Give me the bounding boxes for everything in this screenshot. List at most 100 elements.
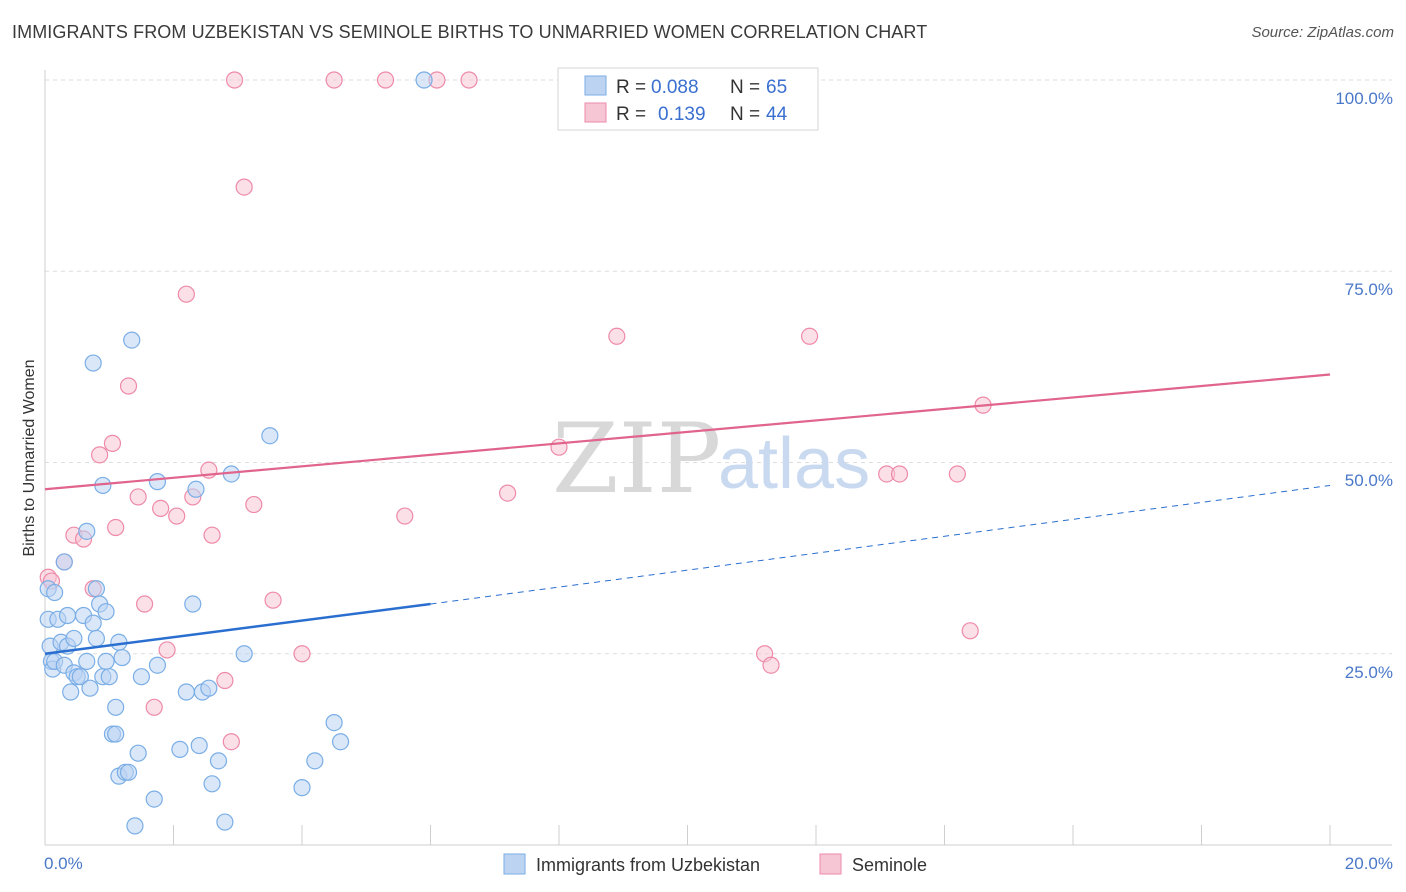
uzbekistan-point [87, 629, 106, 648]
bottom-legend-label-uzbekistan: Immigrants from Uzbekistan [536, 855, 760, 875]
legend-swatch-uzbekistan [584, 75, 607, 96]
legend-r-label-seminole: R = [616, 104, 646, 125]
seminole-point [152, 499, 170, 517]
seminole-point [177, 285, 195, 303]
x-tick-label-0: 0.0% [44, 854, 83, 873]
uzbekistan-point [78, 522, 96, 540]
uzbekistan-point [209, 752, 228, 770]
uzbekistan-point [203, 775, 221, 793]
bottom-legend-label-seminole: Seminole [852, 855, 927, 875]
y-axis-title: Births to Unmarried Women [21, 359, 38, 556]
uzbekistan-point [293, 779, 311, 797]
seminole-point [608, 327, 626, 345]
y-tick-label-50: 50.0% [1345, 471, 1393, 490]
seminole-point [293, 645, 311, 663]
seminole-point [961, 622, 979, 640]
uzbekistan-point [325, 713, 343, 732]
uzbekistan-point [126, 817, 144, 835]
uzbekistan-point [190, 736, 208, 755]
uzbekistan-point [71, 668, 89, 686]
uzbekistan-point [261, 427, 279, 445]
uzbekistan-point [62, 683, 80, 701]
seminole-point [948, 465, 966, 483]
uzbekistan-point [84, 614, 102, 632]
chart-title: IMMIGRANTS FROM UZBEKISTAN VS SEMINOLE B… [12, 22, 928, 42]
seminole-point [158, 641, 176, 659]
uzbekistan-point [78, 652, 96, 671]
gridlines [45, 79, 1392, 655]
bottom-legend-swatch-uzbekistan [503, 853, 526, 875]
seminole-point [203, 526, 221, 544]
seminole-point [800, 327, 819, 345]
y-tick-label-25: 25.0% [1345, 663, 1393, 682]
uzbekistan-point [132, 668, 150, 686]
seminole-point [264, 591, 282, 609]
uzbekistan-point [148, 656, 167, 674]
uzbekistan-point [97, 652, 115, 671]
uzbekistan-point [107, 725, 125, 743]
watermark-zip: ZIP [552, 403, 721, 515]
uzbekistan-points [39, 71, 433, 835]
uzbekistan-point [81, 679, 99, 697]
uzbekistan-point [123, 331, 141, 349]
seminole-point [890, 465, 909, 483]
bottom-legend-swatch-seminole [819, 853, 842, 875]
source-label: Source: ZipAtlas.com [1251, 24, 1394, 41]
uzbekistan-trend-line [44, 602, 431, 655]
uzbekistan-point [58, 606, 77, 625]
uzbekistan-point [65, 629, 83, 648]
uzbekistan-point [235, 645, 253, 663]
uzbekistan-point [100, 668, 118, 686]
seminole-point [119, 377, 138, 395]
y-tick-label-100: 100.0% [1335, 89, 1393, 108]
seminole-point [129, 488, 147, 506]
uzbekistan-point [415, 71, 433, 89]
seminole-point [499, 484, 517, 502]
y-tick-label-75: 75.0% [1345, 280, 1393, 299]
legend-r-value-seminole: 0.139 [658, 104, 706, 125]
uzbekistan-trend-line-extension [430, 484, 1331, 605]
uzbekistan-point [87, 580, 106, 598]
seminole-point [145, 698, 163, 716]
seminole-point [325, 71, 343, 89]
legend-n-label-uzbekistan: N = [730, 77, 760, 98]
uzbekistan-point [46, 583, 64, 602]
uzbekistan-point [187, 480, 205, 498]
uzbekistan-point [184, 595, 202, 613]
uzbekistan-point [145, 790, 163, 808]
uzbekistan-point [216, 813, 234, 831]
uzbekistan-point [84, 354, 102, 372]
seminole-point [222, 733, 240, 751]
seminole-point [107, 518, 125, 537]
seminole-point [91, 446, 109, 464]
seminole-point [550, 438, 568, 456]
seminole-points [39, 71, 992, 751]
uzbekistan-point [97, 603, 115, 621]
uzbekistan-point [148, 473, 167, 491]
seminole-trend-line [44, 373, 1331, 491]
seminole-point [376, 71, 395, 89]
seminole-point [103, 434, 122, 452]
seminole-point [216, 671, 234, 690]
trend-lines [44, 373, 1331, 655]
seminole-point [396, 507, 414, 525]
uzbekistan-point [129, 744, 147, 762]
legend-r-value-uzbekistan: 0.088 [651, 77, 699, 98]
legend-box: R = 0.088 N = 65 R = 0.139 N = 44 [557, 67, 819, 131]
uzbekistan-point [331, 733, 350, 751]
legend-n-label-seminole: N = [730, 104, 760, 125]
x-tick-label-20: 20.0% [1345, 854, 1393, 873]
uzbekistan-point [107, 698, 125, 716]
seminole-point [135, 595, 154, 613]
seminole-point [460, 71, 478, 89]
uzbekistan-point [55, 553, 73, 571]
legend-n-value-seminole: 44 [766, 104, 788, 125]
x-axis-ticks [44, 825, 1331, 845]
uzbekistan-point [177, 683, 195, 701]
uzbekistan-point [171, 740, 189, 758]
uzbekistan-point [306, 752, 324, 770]
uzbekistan-point [119, 763, 138, 781]
bottom-legend: Immigrants from Uzbekistan Seminole [503, 853, 927, 875]
legend-swatch-seminole [584, 102, 607, 123]
